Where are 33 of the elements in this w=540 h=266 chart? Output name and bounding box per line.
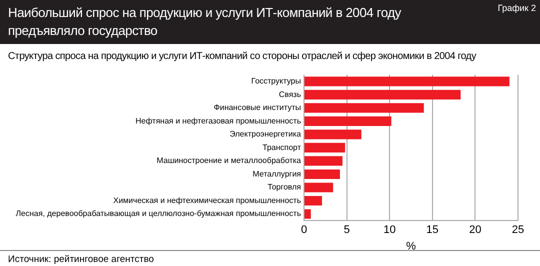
text: Источник: рейтинговое агентство [8, 254, 154, 265]
x-tick-label: 0 [300, 224, 308, 236]
y-tick-label: Связь [278, 90, 301, 99]
chart-subtitle: Структура спроса на продукцию и услуги ИТ-компаний со стороны отраслей и сфер экономики в 2004 году [7, 50, 478, 64]
bar [304, 130, 362, 140]
x-tick-label: 20 [469, 224, 482, 236]
bar [304, 209, 311, 219]
y-tick-label: Финансовые институты [214, 103, 302, 112]
bar [304, 116, 392, 126]
y-tick-label: Торговля [268, 182, 301, 192]
y-tick-label: Металлургия [252, 169, 301, 178]
y-tick-label: Химическая и нефтехимическая промышленность [113, 196, 301, 205]
x-axis-title: % [406, 240, 416, 252]
bar [304, 156, 343, 166]
y-tick-label: Нефтяная и нефтегазовая промышленность [136, 116, 301, 126]
bar [304, 196, 322, 206]
y-tick-label: Электроэнергетика [230, 130, 302, 139]
x-tick-label: 5 [344, 224, 350, 236]
y-tick-label: Лесная, деревообрабатывающая и целлюлозно-бумажная промышленность [16, 209, 301, 218]
chart-title: Наибольший спрос на продукцию и услуги ИТ-компаний в 2004 году предъявляло государство [8, 4, 402, 40]
x-tick-label: 10 [383, 224, 396, 236]
x-tick-label: 15 [426, 224, 439, 236]
bar [304, 182, 334, 192]
bar [304, 103, 424, 113]
y-tick-label: Транспорт [262, 142, 302, 152]
y-tick-label: Машиностроение и металлообработка [156, 156, 302, 166]
y-tick-label: Госструктуры [251, 76, 302, 86]
x-tick-label: 25 [512, 224, 524, 236]
bar [304, 169, 340, 179]
text: График 2 [498, 3, 536, 13]
bar [304, 142, 346, 152]
bar [304, 76, 510, 86]
bar [304, 90, 461, 100]
